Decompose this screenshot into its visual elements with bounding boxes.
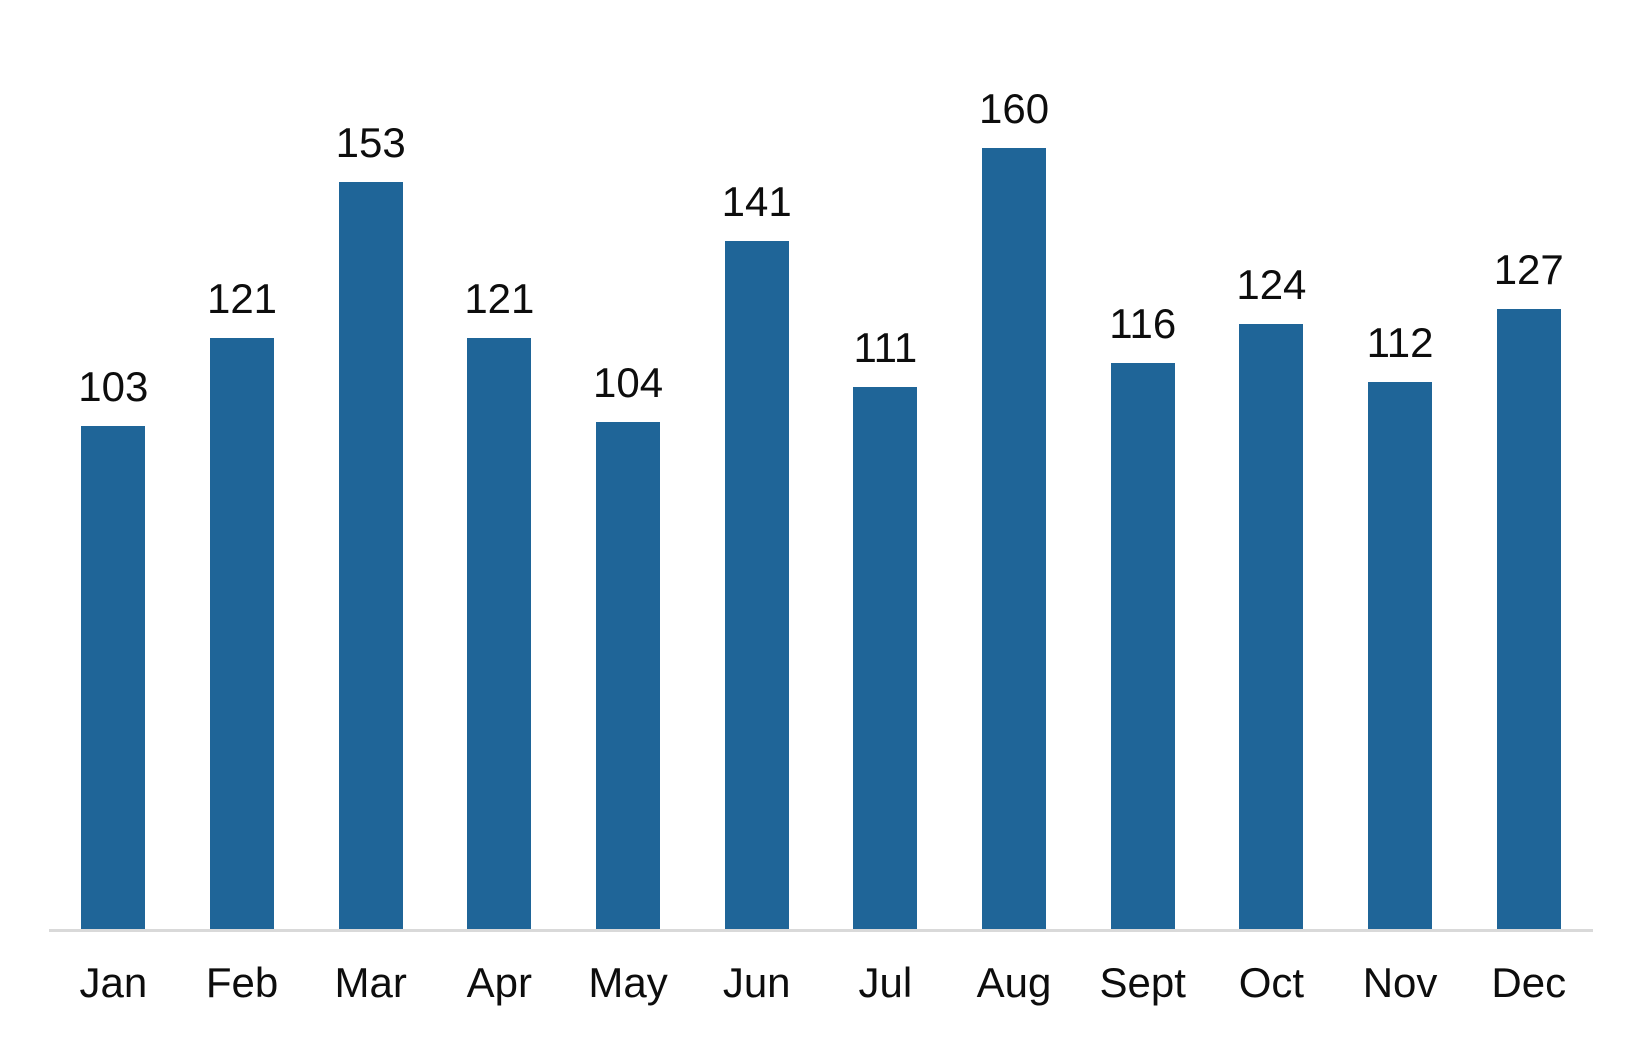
bar-value-label: 111 — [853, 324, 918, 371]
bar-value-label: 127 — [1493, 246, 1564, 293]
bar-column: 160 — [950, 50, 1079, 930]
plot-area: 103 121 153 121 104 141 111 160 116 124 112 127 — [49, 50, 1593, 930]
x-tick-label: Mar — [334, 959, 407, 1006]
bar — [467, 338, 532, 930]
bar — [338, 182, 403, 930]
bar-value-label: 141 — [721, 178, 792, 225]
bar-column: 112 — [1336, 50, 1465, 930]
bar — [1368, 382, 1433, 930]
bar-value-label: 121 — [206, 275, 278, 322]
bar-column: 124 — [1207, 50, 1336, 930]
bar — [1110, 363, 1175, 930]
bar-column: 111 — [821, 50, 950, 930]
bar — [982, 148, 1047, 930]
bar — [210, 338, 274, 930]
bar-column: 153 — [306, 50, 435, 930]
bar — [724, 241, 789, 930]
x-tick-label: Jan — [79, 959, 148, 1006]
x-tick-label: Nov — [1362, 959, 1438, 1006]
bar — [853, 387, 918, 930]
x-tick-label: Jul — [858, 959, 913, 1006]
x-tick-label: Aug — [976, 959, 1052, 1006]
bar-value-label: 112 — [1366, 319, 1434, 366]
bar — [1496, 309, 1561, 930]
x-tick-label: Feb — [205, 959, 279, 1006]
x-axis-ticks: Jan Feb Mar Apr May Jun Jul Aug Sept Oct Nov Dec — [49, 962, 1593, 1004]
x-tick-label: May — [588, 959, 668, 1006]
bar-value-label: 160 — [979, 85, 1050, 132]
bar-column: 121 — [178, 50, 307, 930]
bar — [81, 426, 146, 930]
bar-column: 141 — [692, 50, 821, 930]
bar-value-label: 124 — [1236, 261, 1307, 308]
bar-column: 116 — [1078, 50, 1207, 930]
x-tick-label: Sept — [1099, 959, 1186, 1006]
x-tick-label: Apr — [466, 959, 533, 1006]
bar-value-label: 153 — [335, 119, 406, 166]
x-tick-label: Oct — [1238, 959, 1305, 1006]
bar-column: 127 — [1464, 50, 1593, 930]
bar-column: 104 — [564, 50, 693, 930]
bar-value-label: 104 — [592, 359, 664, 406]
bar-value-label: 116 — [1109, 300, 1177, 347]
bar-value-label: 103 — [78, 363, 149, 410]
bar-column: 121 — [435, 50, 564, 930]
x-tick-label: Jun — [722, 959, 791, 1006]
bar — [1239, 324, 1304, 930]
x-tick-label: Dec — [1491, 959, 1567, 1006]
x-axis-line — [49, 929, 1593, 932]
bar — [596, 422, 661, 930]
bar-column: 103 — [49, 50, 178, 930]
bar-value-label: 121 — [464, 275, 535, 322]
